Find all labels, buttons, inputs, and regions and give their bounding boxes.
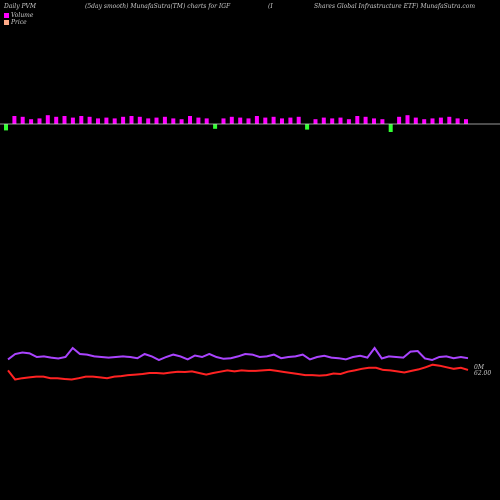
price-line: [7, 363, 469, 381]
pvm-bar: [221, 118, 226, 124]
pvm-bar: [430, 118, 435, 124]
pvm-bar: [455, 118, 460, 124]
pvm-bar: [54, 116, 59, 124]
pvm-bar: [45, 115, 50, 124]
legend-price: Price: [4, 19, 27, 26]
pvm-bar: [12, 116, 17, 124]
pvm-bar: [154, 117, 159, 124]
pvm-bar: [263, 117, 268, 124]
header-right: Shares Global Infrastructure ETF) Munafa…: [314, 3, 476, 10]
pvm-bar: [87, 116, 92, 124]
price-end-label: 62.00: [474, 370, 491, 377]
pvm-bar: [37, 118, 42, 124]
pvm-bar: [413, 117, 418, 124]
pvm-bar: [372, 118, 376, 124]
pvm-bar: [79, 116, 84, 124]
pvm-bar: [296, 116, 301, 124]
pvm-bar: [137, 116, 142, 124]
pvm-bar: [280, 118, 284, 124]
header-left: Daily PVM: [4, 3, 37, 10]
pvm-bar: [20, 116, 25, 124]
pvm-bar: [62, 116, 67, 124]
pvm-bar: [246, 118, 251, 124]
pvm-bar: [229, 116, 234, 124]
pvm-bar: [196, 117, 201, 124]
pvm-bar: [213, 124, 218, 129]
pvm-bar: [4, 124, 8, 131]
pvm-bar: [464, 119, 468, 124]
pvm-bar: [288, 117, 293, 124]
volume-line: [7, 346, 469, 362]
pvm-bar: [355, 116, 360, 124]
pvm-bar: [238, 117, 243, 124]
pvm-bar: [422, 119, 427, 124]
pvm-bar: [405, 115, 410, 124]
pvm-bar: [146, 118, 151, 124]
pvm-bar: [254, 116, 259, 124]
pvm-bar: [380, 119, 385, 124]
legend-price-swatch: [4, 20, 9, 25]
pvm-bar: [321, 117, 326, 124]
pvm-bar: [438, 117, 443, 124]
pvm-bar: [330, 118, 335, 124]
legend-volume: Volume: [4, 12, 33, 19]
pvm-bar: [447, 116, 452, 124]
pvm-bar: [313, 119, 318, 124]
legend-volume-label: Volume: [11, 12, 34, 19]
pvm-bar: [363, 116, 368, 124]
pvm-bar: [29, 119, 34, 124]
pvm-bar: [338, 117, 343, 124]
pvm-bar: [346, 119, 351, 124]
pvm-bar: [271, 116, 276, 124]
pvm-bar: [204, 118, 209, 124]
pvm-bar: [188, 116, 192, 124]
pvm-bar: [96, 118, 100, 124]
header-paren: (I: [268, 3, 273, 10]
legend-volume-swatch: [4, 13, 9, 18]
pvm-bar: [397, 116, 402, 124]
pvm-bar: [162, 116, 167, 124]
pvm-bar: [112, 118, 117, 124]
pvm-bar: [121, 116, 126, 124]
header-mid: (5day smooth) MunafaSutra(TM) charts for…: [85, 3, 231, 10]
pvm-bar: [70, 117, 75, 124]
pvm-bar: [129, 116, 134, 124]
pvm-bar: [388, 124, 393, 132]
pvm-bar: [171, 118, 176, 124]
pvm-bar: [179, 119, 184, 124]
pvm-bar: [305, 124, 310, 130]
volume-end-label: 0M: [474, 364, 485, 371]
pvm-bar: [104, 117, 109, 124]
legend-price-label: Price: [11, 19, 27, 26]
